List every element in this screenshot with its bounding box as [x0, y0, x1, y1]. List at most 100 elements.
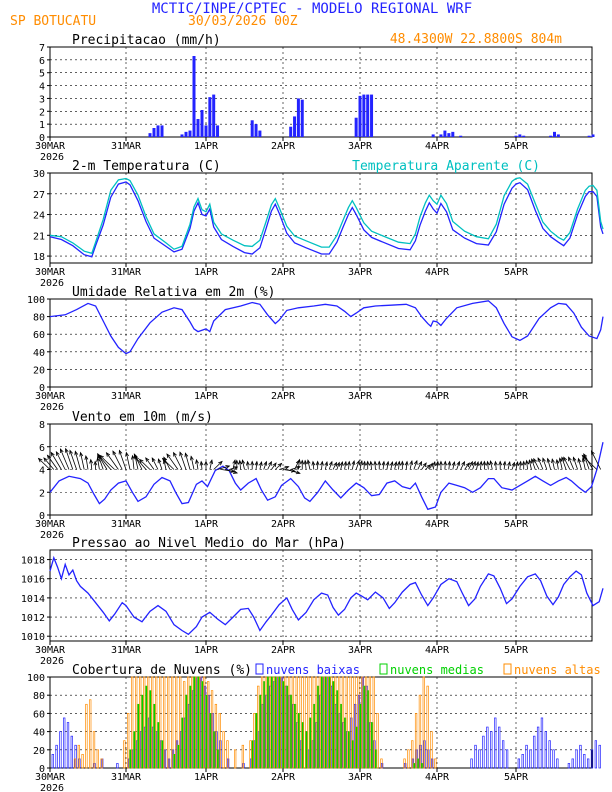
rh-xtick-label: 30MAR: [35, 391, 66, 402]
wind-arrow-head: [393, 460, 398, 466]
wind-arrow-head: [439, 460, 443, 466]
wind-arrow: [460, 461, 465, 470]
wind-arrow: [591, 450, 602, 470]
wind-arrow-head: [245, 460, 250, 466]
cloud-bar-nuvens-baixas: [66, 722, 70, 769]
clouds-xtick-label: 3APR: [348, 772, 373, 783]
wind-arrow: [213, 461, 223, 470]
wind-arrow: [179, 452, 187, 470]
rh-title: Umidade Relativa em 2m (%): [72, 285, 276, 300]
wind-arrow-head: [537, 457, 542, 463]
wind-arrow-head: [112, 450, 117, 456]
header-run: 30/03/2026 00Z: [188, 14, 298, 29]
wind-arrow-head: [43, 457, 48, 462]
precip-ytick-label: 0: [39, 133, 45, 144]
wind-arrow: [507, 461, 511, 470]
cloud-bar-nuvens-altas: [364, 676, 368, 769]
precip-year-label: 2026: [40, 152, 64, 163]
wind-arrow-head: [328, 460, 333, 466]
pressure-year-label: 2026: [40, 656, 64, 667]
cloud-bar-nuvens-baixas: [59, 731, 62, 769]
wind-arrow-head: [385, 460, 390, 466]
wind-arrow-head: [218, 460, 223, 466]
wind-xtick-label: 31MAR: [111, 519, 142, 530]
wind-arrow: [321, 461, 323, 470]
wind-arrow-head: [507, 460, 511, 466]
wind-arrow-head: [320, 460, 324, 466]
wind-arrow-head: [343, 460, 348, 466]
pressure-ytick-label: 1014: [21, 594, 45, 605]
wind-arrow-head: [204, 460, 208, 466]
wind-arrow-head: [99, 454, 104, 460]
cloud-bar-nuvens-altas: [249, 740, 252, 769]
wind-arrow-head: [50, 451, 55, 457]
precip-bar: [196, 119, 200, 137]
wind-arrow-head: [300, 459, 305, 465]
cloud-bar-nuvens-altas: [214, 703, 218, 769]
wind-arrow: [190, 456, 195, 470]
precip-bar: [250, 120, 254, 137]
precip-bar: [451, 131, 455, 137]
wind-arrow: [480, 461, 482, 470]
clouds-xtick-label: 1APR: [194, 772, 219, 783]
cloud-bar-nuvens-altas: [311, 676, 314, 769]
cloud-bar-nuvens-altas: [353, 676, 356, 769]
cloud-bar-nuvens-altas: [77, 744, 80, 769]
cloud-bar-nuvens-baixas: [529, 749, 532, 769]
cloud-bar-nuvens-altas: [430, 731, 433, 769]
cloud-bar-nuvens-baixas: [567, 763, 571, 769]
wind-arrow-head: [581, 454, 587, 460]
cloud-bar-nuvens-altas: [179, 676, 182, 769]
cloud-bar-nuvens-altas: [361, 676, 364, 769]
pressure-ytick-label: 1018: [21, 556, 45, 567]
wind-arrow-head: [233, 470, 239, 474]
wind-arrow: [428, 463, 433, 470]
cloud-bar-nuvens-baixas: [55, 744, 58, 769]
wind-arrow: [209, 460, 213, 470]
cloud-bar-nuvens-altas: [376, 713, 379, 769]
cloud-bar-nuvens-baixas: [494, 717, 497, 769]
wind-arrow: [472, 461, 476, 470]
precip-bar: [447, 133, 451, 137]
cloud-bar-nuvens-altas: [175, 676, 178, 769]
wind-arrow-head: [577, 457, 582, 463]
wind-arrow-head: [404, 460, 409, 466]
precip-bar: [366, 94, 370, 137]
cloud-bar-nuvens-altas: [368, 676, 372, 769]
temp-xtick-label: 4APR: [425, 267, 450, 278]
wind-arrow: [340, 461, 343, 470]
wind-title: Vento em 10m (m/s): [72, 410, 213, 425]
wind-arrow-head: [418, 460, 423, 466]
wind-arrow-head: [324, 460, 329, 466]
wind-arrow-head: [296, 465, 302, 470]
wind-arrow-head: [409, 460, 414, 466]
wind-arrow-head: [46, 454, 52, 460]
wind-arrow-head: [581, 457, 586, 463]
rh-ytick-label: 100: [27, 295, 45, 306]
wind-xtick-label: 30MAR: [35, 519, 66, 530]
cloud-bar-nuvens-altas: [89, 699, 92, 769]
cloud-bar-nuvens-baixas: [586, 758, 590, 769]
wind-arrow: [38, 458, 51, 470]
wind-arrow: [336, 462, 340, 470]
wind-arrow: [74, 451, 81, 470]
cloud-bar-nuvens-altas: [218, 713, 221, 769]
wind-arrow: [363, 461, 366, 470]
cloud-bar-nuvens-altas: [272, 676, 275, 769]
cloud-bar-nuvens-altas: [334, 676, 337, 769]
wind-arrow: [511, 462, 515, 470]
pressure-xtick-label: 5APR: [504, 645, 529, 656]
wind-arrow-head: [502, 460, 507, 466]
wind-arrow: [312, 461, 315, 470]
cloud-bar-nuvens-altas: [403, 758, 406, 769]
wind-arrow-head: [362, 460, 367, 466]
precip-bar: [300, 99, 304, 137]
wind-arrow-head: [451, 460, 456, 466]
header-coords: 48.4300W 22.8800S 804m: [390, 32, 562, 47]
precip-xtick-label: 30MAR: [35, 141, 66, 152]
cloud-bar-nuvens-altas: [139, 676, 142, 769]
pressure-xtick-label: 2APR: [271, 645, 296, 656]
wind-arrow-head: [233, 466, 239, 470]
wind-year-label: 2026: [40, 530, 64, 541]
cloud-bar-nuvens-altas: [337, 676, 341, 769]
